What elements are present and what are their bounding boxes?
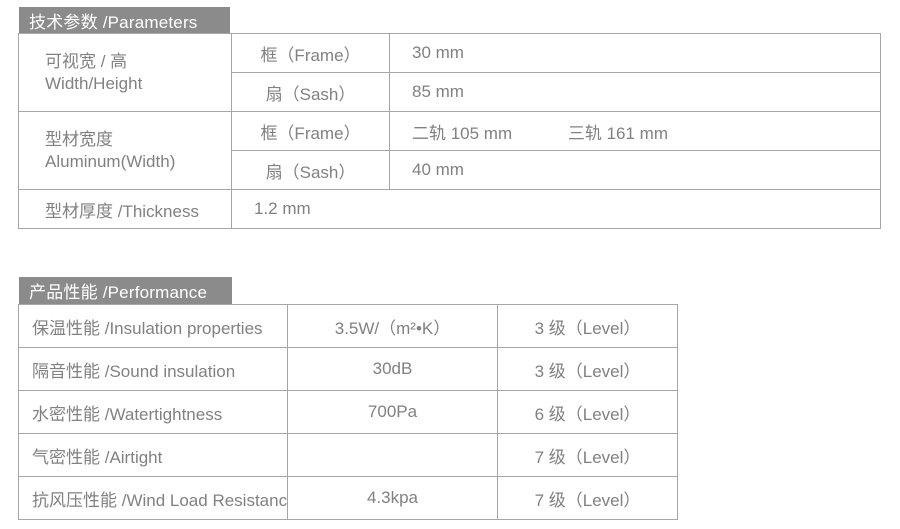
table-row: 隔音性能 /Sound insulation 30dB 3 级（Level） <box>18 347 678 391</box>
performance-value-cell: 700Pa <box>287 390 498 434</box>
table-row: 气密性能 /Airtight 7 级（Level） <box>18 433 678 477</box>
table-row: 扇（Sash） 85 mm <box>19 72 881 112</box>
performance-value-cell: 4.3kpa <box>287 476 498 520</box>
frame-label-cell: 框（Frame） <box>231 111 390 151</box>
frame-value-cell: 二轨 105 mm 三轨 161 mm <box>389 111 881 151</box>
label-zh: 可视宽 / 高 <box>45 51 128 71</box>
thickness-value-cell: 1.2 mm <box>231 189 881 229</box>
performance-label-cell: 隔音性能 /Sound insulation <box>18 347 288 391</box>
sash-label-cell: 扇（Sash） <box>231 72 390 112</box>
performance-level-cell: 6 级（Level） <box>497 390 678 434</box>
performance-label-cell: 保温性能 /Insulation properties <box>18 304 288 348</box>
performance-label-cell: 气密性能 /Airtight <box>18 433 288 477</box>
table-row: 水密性能 /Watertightness 700Pa 6 级（Level） <box>18 390 678 434</box>
label-en: Aluminum(Width) <box>45 151 176 171</box>
sash-value-cell: 85 mm <box>389 72 881 112</box>
sash-value-cell: 40 mm <box>389 150 881 190</box>
performance-level-cell: 3 级（Level） <box>497 347 678 391</box>
table-row: 型材宽度 Aluminum(Width) 框（Frame） 二轨 105 mm … <box>18 111 881 190</box>
table-row: 型材厚度 /Thickness 1.2 mm <box>18 189 881 229</box>
performance-value-cell <box>287 433 498 477</box>
two-track-value: 二轨 105 mm <box>412 123 513 143</box>
frame-label-cell: 框（Frame） <box>231 33 390 73</box>
table-row: 可视宽 / 高 Width/Height 框（Frame） 30 mm <box>18 33 881 112</box>
performance-label-cell: 抗风压性能 /Wind Load Resistance <box>18 476 288 520</box>
performance-level-cell: 3 级（Level） <box>497 304 678 348</box>
label-zh: 型材宽度 <box>45 129 113 149</box>
thickness-label-cell: 型材厚度 /Thickness <box>18 189 232 229</box>
sash-label-cell: 扇（Sash） <box>231 150 390 190</box>
performance-value-cell: 3.5W/（m²•K） <box>287 304 498 348</box>
performance-table: 保温性能 /Insulation properties 3.5W/（m²•K） … <box>18 304 678 520</box>
performance-level-cell: 7 级（Level） <box>497 433 678 477</box>
performance-value-cell: 30dB <box>287 347 498 391</box>
parameters-section-header: 技术参数 /Parameters <box>19 7 230 33</box>
table-row: 扇（Sash） 40 mm <box>19 150 881 190</box>
performance-label-cell: 水密性能 /Watertightness <box>18 390 288 434</box>
table-row: 抗风压性能 /Wind Load Resistance 4.3kpa 7 级（L… <box>18 476 678 520</box>
parameters-table: 可视宽 / 高 Width/Height 框（Frame） 30 mm 扇（Sa… <box>18 33 881 229</box>
performance-level-cell: 7 级（Level） <box>497 476 678 520</box>
frame-value-cell: 30 mm <box>389 33 881 73</box>
performance-section-header: 产品性能 /Performance <box>19 277 232 304</box>
label-en: Width/Height <box>45 73 143 93</box>
table-row: 保温性能 /Insulation properties 3.5W/（m²•K） … <box>18 304 678 348</box>
aluminum-width-label: 型材宽度 Aluminum(Width) <box>18 111 232 190</box>
three-track-value: 三轨 161 mm <box>567 123 669 143</box>
visible-width-height-label: 可视宽 / 高 Width/Height <box>18 33 232 112</box>
